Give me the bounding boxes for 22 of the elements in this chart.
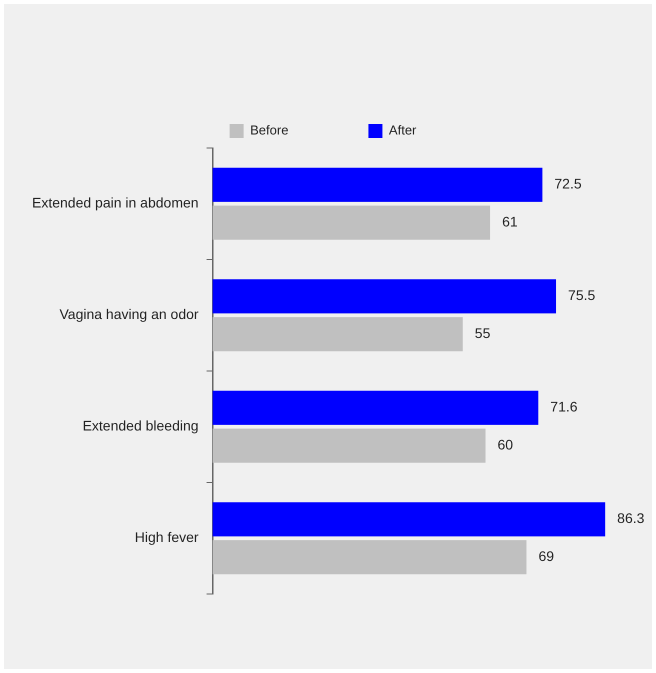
y-tick-label: Extended bleeding [82, 418, 199, 434]
bar [212, 168, 542, 202]
data-label: 71.6 [550, 398, 578, 415]
data-label: 55 [474, 325, 491, 342]
bar [212, 206, 490, 240]
data-label: 61 [502, 214, 518, 230]
y-tick-label: High fever [134, 529, 199, 546]
bar [212, 428, 486, 463]
bar [212, 279, 556, 314]
data-label: 75.5 [568, 287, 596, 304]
bar [212, 502, 606, 536]
y-tick-label: Vagina having an odor [59, 306, 199, 322]
data-label: 69 [538, 548, 554, 564]
bar [212, 317, 463, 352]
y-tick-label: Extended pain in abdomen [32, 194, 199, 211]
bar [212, 540, 526, 574]
data-label: 72.5 [554, 176, 582, 192]
data-label: 60 [498, 436, 514, 453]
data-label: 86.3 [617, 510, 645, 526]
bar [212, 390, 538, 425]
legend-label: Before [250, 122, 288, 138]
legend-label: After [388, 122, 418, 138]
